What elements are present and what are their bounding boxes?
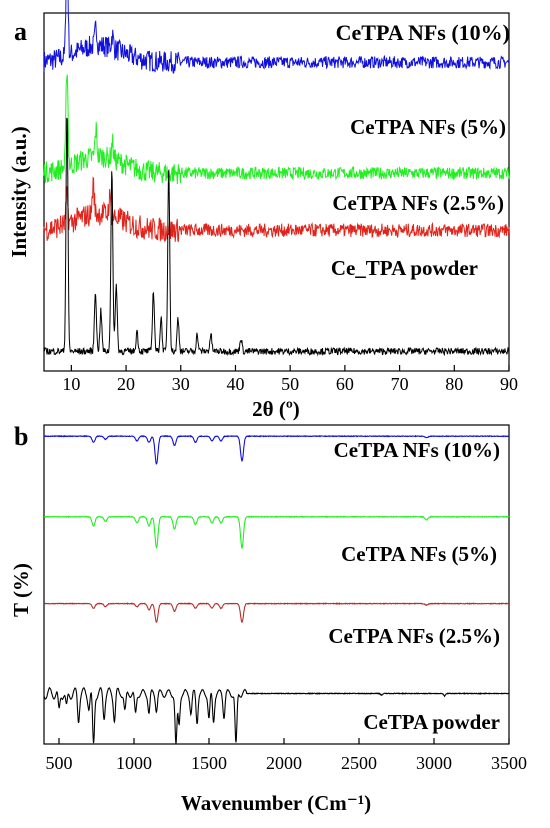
panel-a-series-line	[43, 117, 510, 357]
panel-b-letter: b	[14, 422, 28, 451]
panel-b-series	[43, 434, 510, 744]
panel-b-series-label: CeTPA NFs (5%)	[341, 542, 497, 566]
panel-b-tick-label: 3000	[416, 753, 452, 773]
panel-a-series-label: CeTPA NFs (5%)	[350, 115, 506, 139]
panel-a-series-line	[43, 176, 510, 243]
panel-a-tick-label: 30	[172, 374, 190, 394]
panel-a-x-ticks: 10 20 30 40 50 60 70 80 90	[62, 365, 518, 394]
panel-a-series-label: Ce_TPA powder	[331, 256, 478, 280]
panel-a-frame	[43, 12, 510, 372]
panel-b-x-ticks: 500 1000 1500 2000 2500 3000 3500	[46, 738, 527, 773]
panel-a-series-line	[43, 0, 510, 74]
panel-b-tick-label: 3500	[491, 753, 527, 773]
panel-a-series	[43, 0, 510, 357]
panel-b-y-axis-title: T (%)	[9, 563, 33, 617]
panel-b-series-labels: CeTPA NFs (10%) CeTPA NFs (5%) CeTPA NFs (…	[328, 438, 500, 734]
panel-b-tick-label: 1000	[116, 753, 152, 773]
panel-b-tick-label: 1500	[191, 753, 227, 773]
panel-a-x-axis-title: 2θ (º)	[252, 397, 300, 421]
panel-b-tick-label: 500	[46, 753, 73, 773]
panel-b-x-axis-title: Wavenumber (Cm⁻¹)	[181, 791, 371, 815]
panel-b-series-line	[43, 686, 509, 744]
panel-a-tick-label: 60	[336, 374, 354, 394]
panel-a-series-labels: CeTPA NFs (10%) CeTPA NFs (5%) CeTPA NFs (…	[331, 20, 510, 280]
panel-b-series-label: CeTPA NFs (10%)	[334, 438, 500, 462]
panel-a-y-axis-title: Intensity (a.u.)	[7, 126, 31, 257]
panel-a-series-label: CeTPA NFs (2.5%)	[332, 191, 504, 215]
panel-b-series-line	[44, 434, 509, 465]
panel-b-series-line	[43, 515, 510, 550]
panel-b-tick-label: 2000	[266, 753, 302, 773]
panel-b-frame	[43, 424, 510, 745]
panel-b-series-line	[43, 602, 510, 624]
panel-a-tick-label: 10	[62, 374, 80, 394]
panel-a-tick-label: 90	[500, 374, 518, 394]
panel-b-tick-label: 2500	[341, 753, 377, 773]
panel-a-tick-label: 40	[226, 374, 244, 394]
panel-a-series-line	[43, 74, 510, 185]
panel-b-ftir: b 500 1000 1500 2000 2500 3000 3500 CeTPA NFs …	[9, 422, 527, 815]
panel-b-series-label: CeTPA NFs (2.5%)	[328, 624, 500, 648]
panel-a-tick-label: 20	[117, 374, 135, 394]
panel-a-tick-label: 50	[281, 374, 299, 394]
panel-a-xrd: a 10 20 30 40 50 60 70 80 90 CeTPA NFs (10%)CeTP…	[7, 0, 518, 421]
panel-a-tick-label: 70	[391, 374, 409, 394]
panel-b-series-label: CeTPA powder	[363, 710, 500, 734]
panel-a-series-label: CeTPA NFs (10%)	[336, 20, 510, 45]
panel-a-letter: a	[14, 17, 27, 46]
panel-a-tick-label: 80	[445, 374, 463, 394]
